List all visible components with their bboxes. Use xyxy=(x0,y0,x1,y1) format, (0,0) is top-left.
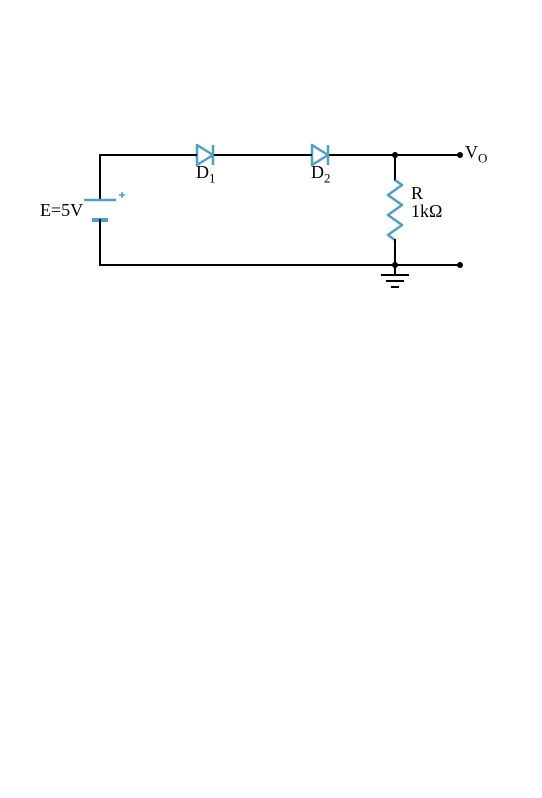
resistor-value-text: 1kΩ xyxy=(411,201,442,221)
circuit-svg xyxy=(0,0,542,798)
diode-2-name: D xyxy=(311,162,324,182)
source-label-text: E=5V xyxy=(40,200,83,220)
diode-2-label: D2 xyxy=(311,162,331,187)
diode-1-sub: 1 xyxy=(209,171,216,186)
resistor-value-label: 1kΩ xyxy=(411,201,442,222)
source-label: E=5V xyxy=(40,200,83,221)
resistor-label-text: R xyxy=(411,183,423,203)
circuit-canvas: E=5V D1 D2 R 1kΩ VO xyxy=(0,0,542,798)
diode-1-label: D1 xyxy=(196,162,216,187)
output-label: VO xyxy=(465,142,487,167)
output-label-sub: O xyxy=(478,151,487,166)
diode-1-name: D xyxy=(196,162,209,182)
diode-2-sub: 2 xyxy=(324,171,331,186)
output-label-text: V xyxy=(465,142,478,162)
